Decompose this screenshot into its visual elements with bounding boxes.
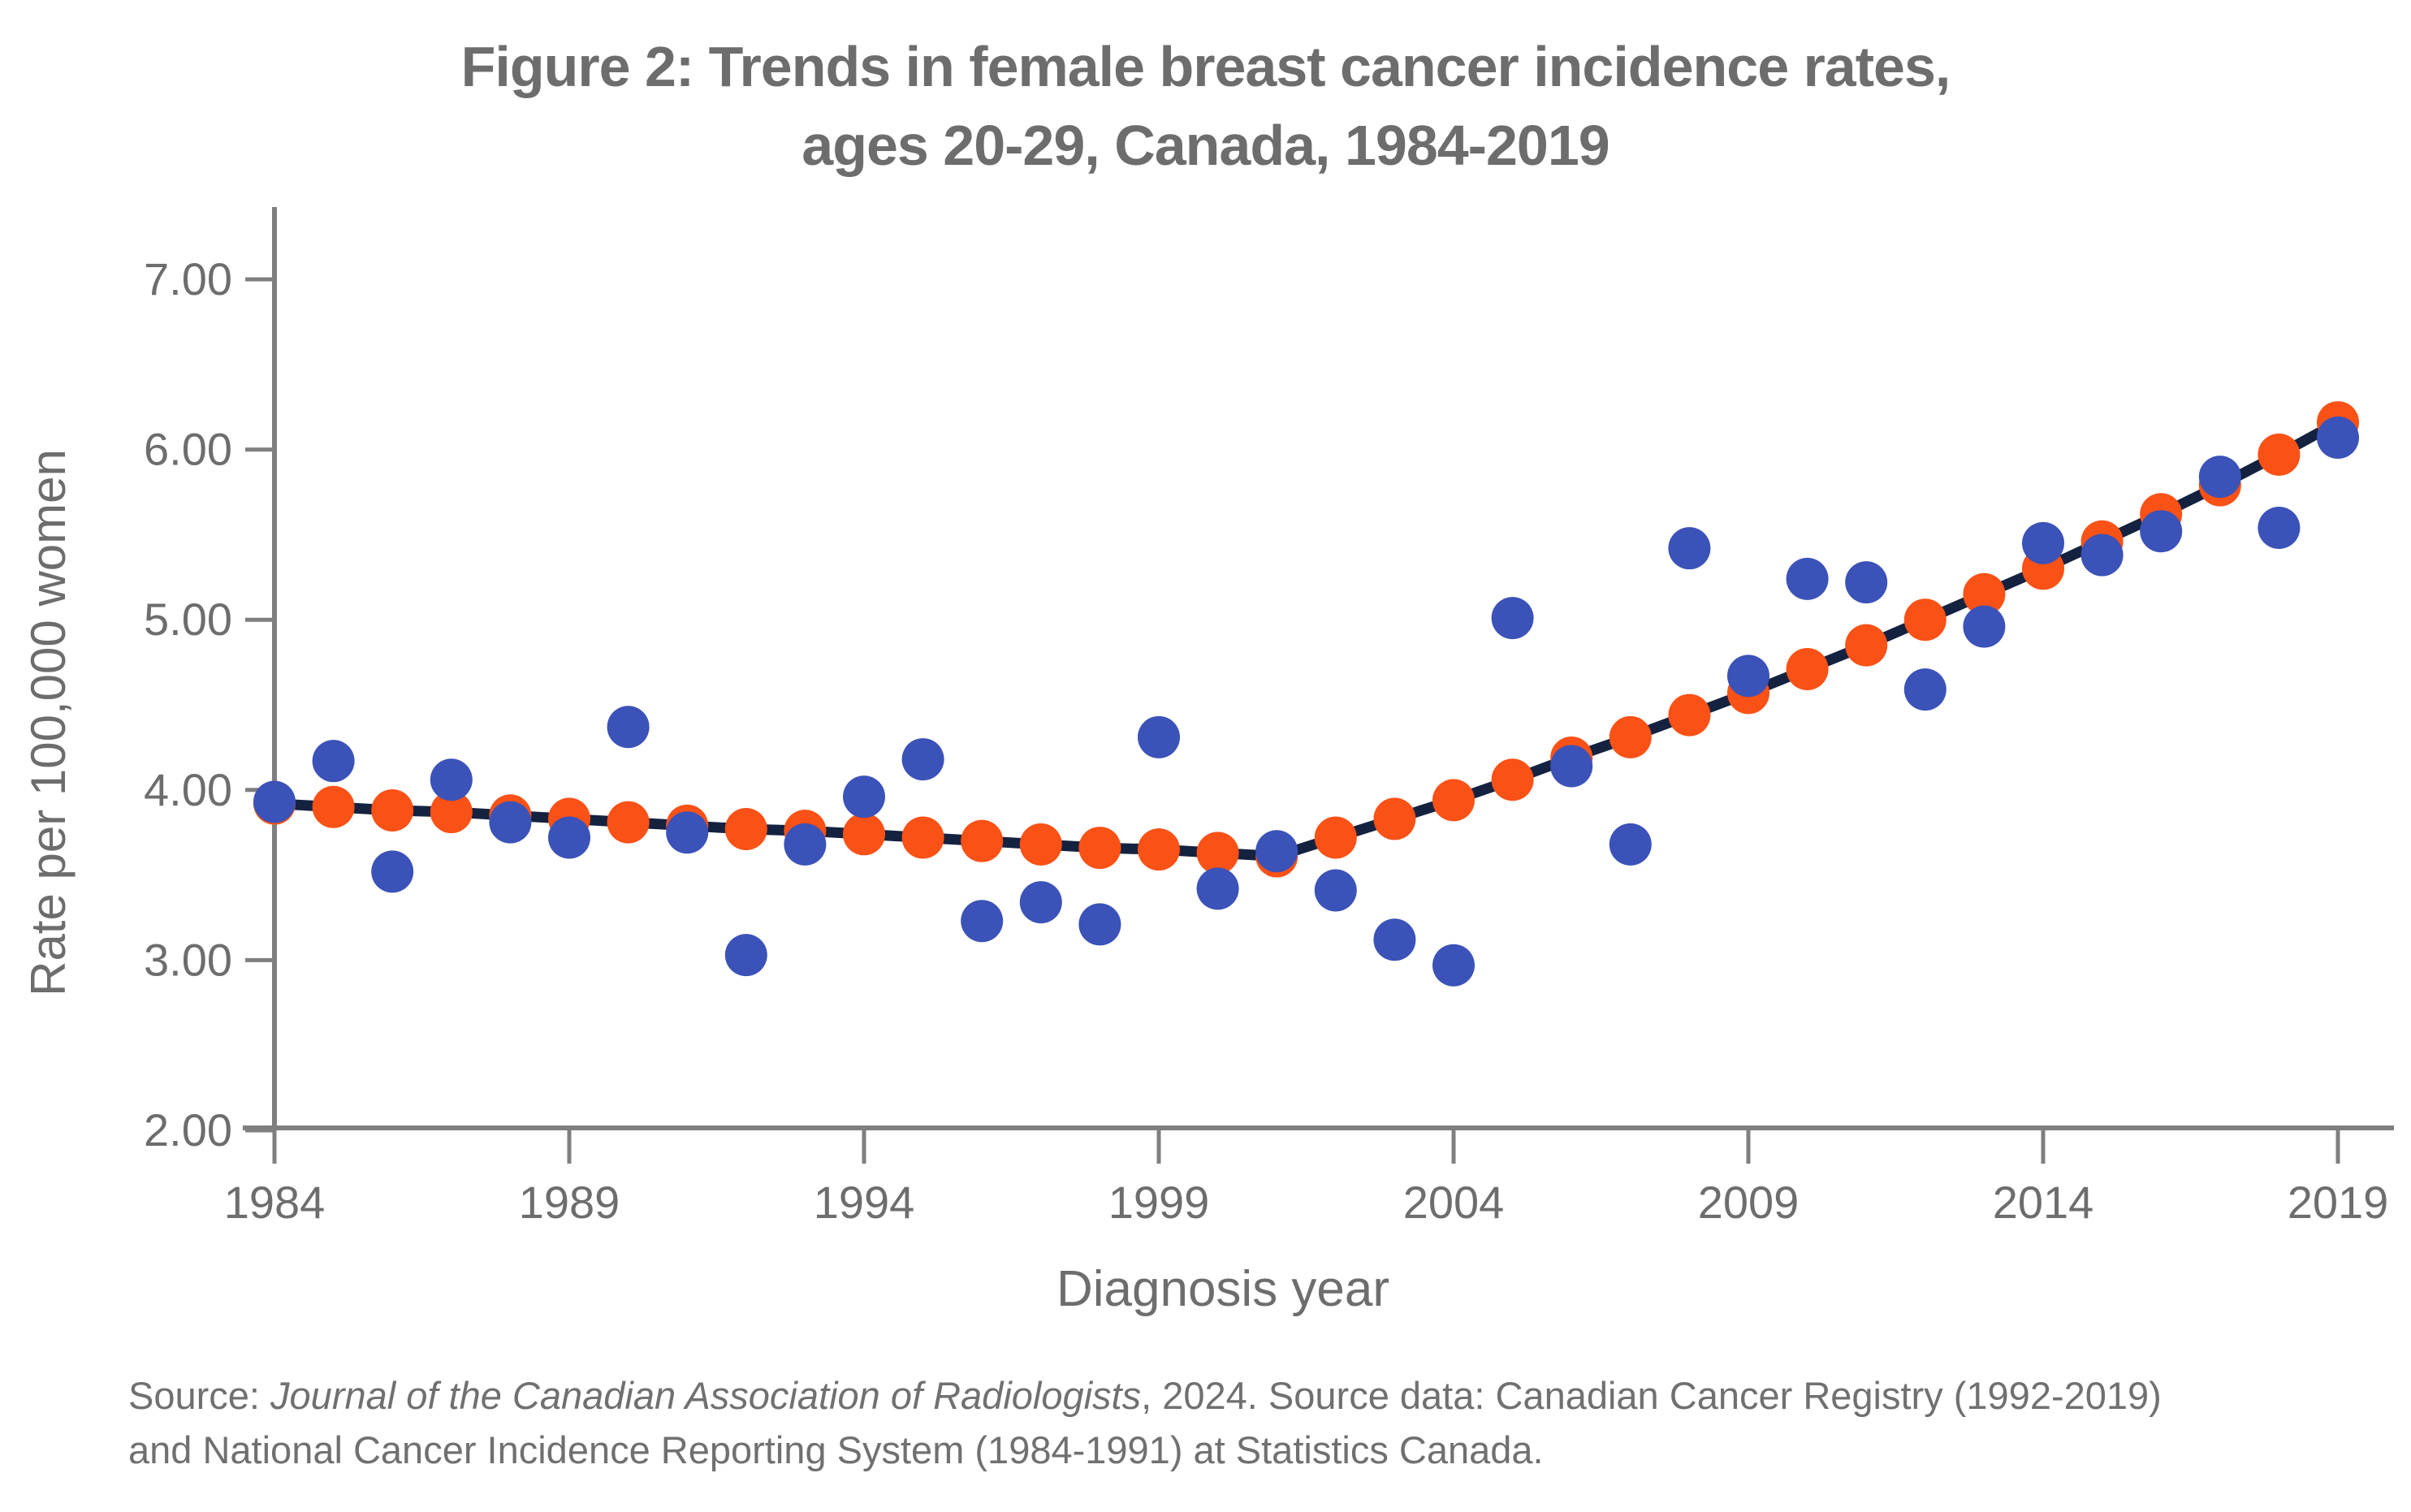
observed-point-2010 <box>1786 557 1829 600</box>
y-tick-label: 6.00 <box>144 424 232 475</box>
observed-point-1990 <box>607 706 650 749</box>
fitted-point-2008 <box>1668 693 1711 737</box>
observed-point-1984 <box>253 780 296 823</box>
source-after-journal: , 2024. Source data: Canadian Cancer Reg… <box>1141 1374 2162 1417</box>
observed-point-1986 <box>371 850 414 893</box>
fitted-point-2000 <box>1196 832 1239 875</box>
source-line2: and National Cancer Incidence Reporting … <box>128 1428 1544 1471</box>
x-tick-label: 1989 <box>519 1177 620 1228</box>
x-tick-label: 2019 <box>2288 1177 2389 1228</box>
observed-point-2019 <box>2317 416 2359 459</box>
x-axis-title: Diagnosis year <box>1056 1261 1389 1317</box>
observed-point-2011 <box>1845 561 1888 604</box>
fitted-point-2018 <box>2258 433 2301 476</box>
observed-point-2003 <box>1373 918 1416 961</box>
observed-point-2009 <box>1727 654 1769 698</box>
observed-point-2015 <box>2080 534 2124 577</box>
observed-point-1993 <box>784 823 827 866</box>
observed-point-2016 <box>2140 510 2183 553</box>
fitted-point-2003 <box>1373 797 1416 840</box>
observed-point-1996 <box>961 900 1004 943</box>
observed-point-2004 <box>1432 944 1475 987</box>
x-tick-label: 2014 <box>1993 1177 2094 1228</box>
observed-point-1989 <box>548 816 590 859</box>
fitted-point-1998 <box>1078 827 1121 870</box>
x-tick-label: 2004 <box>1403 1177 1505 1228</box>
observed-point-2008 <box>1668 527 1711 570</box>
observed-point-2014 <box>2022 521 2064 564</box>
fitted-point-2004 <box>1432 779 1475 822</box>
fitted-point-2010 <box>1786 647 1829 690</box>
observed-point-2002 <box>1314 869 1357 912</box>
trend-line <box>274 417 2341 862</box>
fitted-point-1992 <box>724 808 767 851</box>
fitted-point-1985 <box>312 785 355 828</box>
observed-point-2012 <box>1903 668 1947 711</box>
source-note: Source: Journal of the Canadian Associat… <box>128 1369 2162 1477</box>
observed-point-1988 <box>489 801 532 844</box>
observed-point-2018 <box>2258 507 2301 550</box>
fitted-point-1996 <box>961 819 1004 862</box>
fitted-point-2005 <box>1491 758 1534 801</box>
fitted-point-1994 <box>843 813 885 856</box>
observed-point-2013 <box>1963 605 2006 648</box>
fitted-point-2002 <box>1314 816 1357 859</box>
source-journal: Journal of the Canadian Association of R… <box>270 1374 1142 1417</box>
x-tick-label: 1984 <box>224 1177 326 1228</box>
observed-point-1987 <box>430 758 473 801</box>
y-tick-label: 7.00 <box>144 253 232 305</box>
observed-point-2017 <box>2198 456 2241 499</box>
observed-point-1985 <box>312 740 355 783</box>
observed-point-1991 <box>666 811 709 854</box>
observed-point-2000 <box>1196 867 1239 910</box>
fitted-point-1995 <box>901 816 944 859</box>
observed-point-1999 <box>1138 715 1180 758</box>
observed-point-1997 <box>1019 881 1062 924</box>
x-tick-label: 2009 <box>1698 1177 1800 1228</box>
observed-point-2007 <box>1609 823 1652 866</box>
y-tick-label: 2.00 <box>144 1104 232 1156</box>
chart-title: Figure 2: Trends in female breast cancer… <box>0 28 2411 184</box>
fitted-point-2012 <box>1903 598 1947 642</box>
chart-title-line1: Figure 2: Trends in female breast cancer… <box>460 35 1951 98</box>
observed-point-1994 <box>843 775 885 819</box>
source-prefix: Source: <box>128 1374 271 1417</box>
y-tick-label: 5.00 <box>144 594 232 645</box>
observed-point-2001 <box>1255 830 1298 873</box>
fitted-point-1986 <box>371 788 414 832</box>
observed-point-1992 <box>724 934 767 977</box>
observed-point-1998 <box>1078 903 1121 946</box>
x-tick-label: 1994 <box>814 1177 915 1228</box>
fitted-point-1997 <box>1019 823 1062 866</box>
x-tick-label: 1999 <box>1108 1177 1210 1228</box>
y-axis-title: Rate per 100,000 women <box>21 449 76 996</box>
y-tick-label: 3.00 <box>144 934 232 985</box>
fitted-point-2011 <box>1845 624 1888 667</box>
observed-point-2005 <box>1491 597 1534 640</box>
observed-point-1995 <box>901 738 944 781</box>
observed-point-2006 <box>1550 745 1593 788</box>
fitted-point-1999 <box>1138 828 1180 871</box>
chart-title-line2: ages 20-29, Canada, 1984-2019 <box>802 113 1609 177</box>
fitted-point-1990 <box>607 801 650 844</box>
y-tick-label: 4.00 <box>144 764 232 815</box>
fitted-point-2007 <box>1609 715 1652 758</box>
fitted-point-2013 <box>1963 572 2006 616</box>
fitted-point-1987 <box>430 791 473 834</box>
